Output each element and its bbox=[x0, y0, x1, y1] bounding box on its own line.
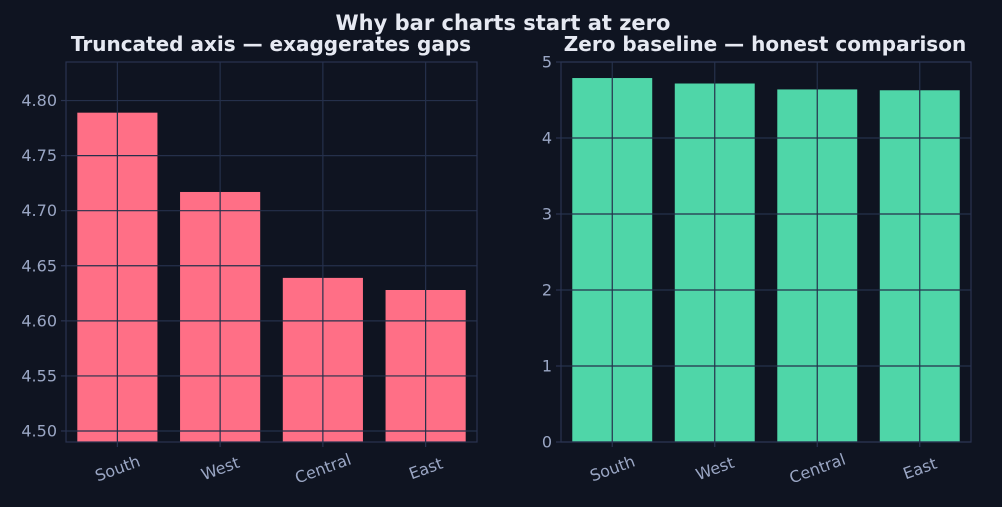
right-axes-frame bbox=[560, 61, 972, 443]
left-chart-panel: Truncated axis — exaggerates gaps 4.50 4.… bbox=[21, 32, 478, 488]
right-y-tick-label: 3 bbox=[542, 205, 552, 224]
right-x-tick-label-central: Central bbox=[787, 450, 848, 488]
right-chart-panel: Zero baseline — honest comparison 0 1 2 3 4 5… bbox=[542, 32, 972, 488]
right-y-tick-label: 2 bbox=[542, 281, 552, 300]
left-x-tick-label-south: South bbox=[92, 452, 142, 486]
left-y-tick-label: 4.65 bbox=[21, 256, 57, 275]
right-y-tick-label: 1 bbox=[542, 357, 552, 376]
left-chart-title: Truncated axis — exaggerates gaps bbox=[71, 32, 471, 56]
left-y-tick-label: 4.70 bbox=[21, 201, 57, 220]
right-x-tick-label-east: East bbox=[900, 454, 939, 484]
left-y-tick-label: 4.50 bbox=[21, 421, 57, 440]
right-x-tick-label-west: West bbox=[693, 453, 736, 484]
right-y-tick-label: 5 bbox=[542, 53, 552, 72]
right-x-tick-label-south: South bbox=[587, 452, 637, 486]
left-x-tick-label-central: Central bbox=[292, 450, 353, 488]
figure-title: Why bar charts start at zero bbox=[336, 11, 671, 35]
right-y-tick-label: 0 bbox=[542, 433, 552, 452]
left-x-tick-label-west: West bbox=[199, 453, 242, 484]
left-y-tick-label: 4.55 bbox=[21, 366, 57, 385]
left-y-tick-label: 4.80 bbox=[21, 91, 57, 110]
left-axes-frame bbox=[65, 61, 478, 443]
right-chart-title: Zero baseline — honest comparison bbox=[564, 32, 966, 56]
left-x-tick-label-east: East bbox=[406, 454, 445, 484]
left-y-tick-label: 4.60 bbox=[21, 311, 57, 330]
left-y-tick-label: 4.75 bbox=[21, 146, 57, 165]
right-y-tick-label: 4 bbox=[542, 129, 552, 148]
